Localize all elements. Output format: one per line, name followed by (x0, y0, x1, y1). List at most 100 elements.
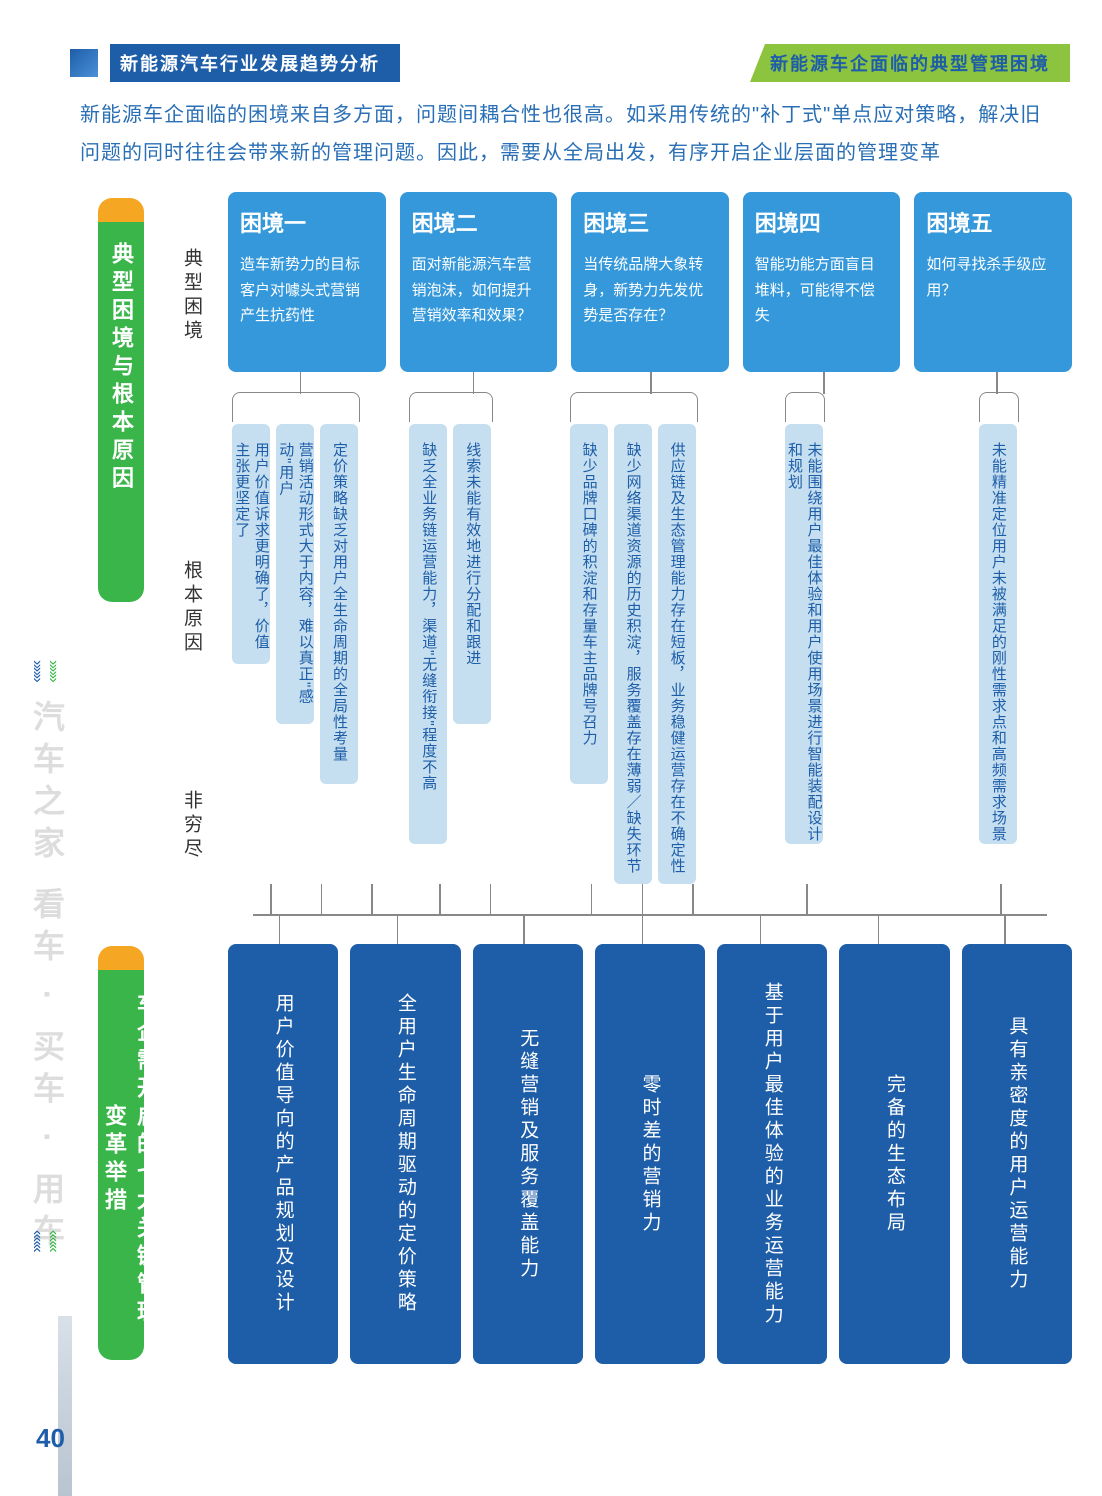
measure-box: 用户价值导向的产品规划及设计 (228, 944, 338, 1364)
connector-line (279, 914, 281, 944)
cause-text: 缺少网络渠道资源的历史积淀，服务覆盖存在薄弱／缺失环节 (623, 442, 643, 874)
sidebar-label-text: 典型困境与根本原因 (105, 242, 137, 494)
sidebar-label-measures: 车企需开启的七大关键管理变革举措 (98, 970, 144, 1360)
cause-text: 缺乏全业务链运营能力，渠道"无缝衔接"程度不高 (419, 442, 439, 791)
cause-group: 缺乏全业务链运营能力，渠道"无缝衔接"程度不高 线索未能有效地进行分配和跟进 (409, 424, 491, 884)
dilemma-desc: 面对新能源汽车营销泡沫，如何提升营销效率和效果？ (412, 252, 546, 329)
dilemma-title: 困境二 (412, 206, 546, 238)
connectors (228, 884, 1072, 944)
connector-line (1004, 914, 1006, 944)
connector-line (692, 884, 694, 914)
dilemma-box: 困境三当传统品牌大象转身，新势力先发优势是否存在？ (571, 192, 729, 372)
cause-box: 线索未能有效地进行分配和跟进 (453, 424, 491, 724)
measure-box: 无缝营销及服务覆盖能力 (473, 944, 583, 1364)
cause-box: 缺乏全业务链运营能力，渠道"无缝衔接"程度不高 (409, 424, 447, 844)
connector-line (806, 884, 808, 914)
cause-box: 未能围绕用户最佳体验和用户使用场景进行智能装配设计和规划 (785, 424, 823, 844)
connector-line (996, 372, 998, 394)
row-label-cause: 根本原因 (178, 560, 205, 656)
connector-line (650, 372, 652, 394)
chevron-icon: ««« (44, 1230, 62, 1251)
measure-text: 基于用户最佳体验的业务运营能力 (759, 982, 786, 1327)
connector-line (878, 914, 880, 944)
measure-text: 用户价值导向的产品规划及设计 (270, 993, 297, 1315)
measure-box: 完备的生态布局 (839, 944, 949, 1364)
connector-line (760, 914, 762, 944)
connector-line (1000, 884, 1002, 914)
intro-paragraph: 新能源车企面临的困境来自多方面，问题间耦合性也很高。如采用传统的"补丁式"单点应… (80, 96, 1062, 172)
dilemma-box: 困境四智能功能方面盲目堆料，可能得不偿失 (743, 192, 901, 372)
dilemma-desc: 当传统品牌大象转身，新势力先发优势是否存在？ (583, 252, 717, 329)
dilemma-box: 困境二面对新能源汽车营销泡沫，如何提升营销效率和效果？ (400, 192, 558, 372)
connector-line (591, 884, 593, 914)
cause-box: 营销活动形式大于内容，难以真正"感动"用户 (276, 424, 314, 724)
connector-line (642, 914, 644, 944)
header-cube-icon (70, 49, 98, 77)
cause-group: 未能围绕用户最佳体验和用户使用场景进行智能装配设计和规划 (785, 424, 823, 884)
sidebar-label-text: 车企需开启的七大关键管理变革举措 (98, 990, 162, 1330)
dilemma-desc: 智能功能方面盲目堆料，可能得不偿失 (755, 252, 889, 329)
dilemma-title: 困境三 (583, 206, 717, 238)
dilemma-title: 困境四 (755, 206, 889, 238)
connector-line (397, 914, 399, 944)
measure-box: 具有亲密度的用户运营能力 (962, 944, 1072, 1364)
cause-group: 未能精准定位用户未被满足的刚性需求点和高频需求场景 (979, 424, 1017, 884)
dilemma-title: 困境五 (926, 206, 1060, 238)
header-bar: 新能源汽车行业发展趋势分析 新能源车企面临的典型管理困境 (70, 46, 1070, 80)
row-label-dilemma: 典型困境 (178, 248, 205, 344)
connector-line (473, 372, 475, 394)
chevron-icon: »»» (44, 660, 62, 681)
cause-group: 缺少品牌口碑的积淀和存量车主品牌号召力 缺少网络渠道资源的历史积淀，服务覆盖存在薄… (570, 424, 696, 884)
cause-text: 未能精准定位用户未被满足的刚性需求点和高频需求场景 (988, 442, 1008, 842)
cause-text: 缺少品牌口碑的积淀和存量车主品牌号召力 (579, 442, 599, 746)
measure-box: 零时差的营销力 (595, 944, 705, 1364)
cause-text: 用户价值诉求更明确了，价值主张更坚定了 (232, 442, 271, 664)
cause-box: 供应链及生态管理能力存在短板，业务稳健运营存在不确定性 (658, 424, 696, 884)
dilemma-desc: 如何寻找杀手级应用？ (926, 252, 1060, 303)
watermark-text: 汽车之家 看车 · 买车 · 用车 (24, 700, 70, 1256)
bracket-icon (785, 392, 825, 422)
measure-box: 全用户生命周期驱动的定价策略 (350, 944, 460, 1364)
cause-box: 用户价值诉求更明确了，价值主张更坚定了 (232, 424, 270, 664)
measure-box: 基于用户最佳体验的业务运营能力 (717, 944, 827, 1364)
measure-text: 完备的生态布局 (881, 1074, 908, 1235)
bracket-icon (570, 392, 698, 422)
connector-line (490, 884, 492, 914)
connector-line (823, 372, 825, 394)
measure-text: 具有亲密度的用户运营能力 (1003, 1016, 1030, 1292)
cause-group: 用户价值诉求更明确了，价值主张更坚定了营销活动形式大于内容，难以真正"感动"用户… (232, 424, 358, 884)
cause-text: 定价策略缺乏对用户全生命周期的全局性考量 (329, 442, 349, 762)
sidebar-label-dilemmas: 典型困境与根本原因 (98, 222, 144, 602)
sidebar-cap-icon (98, 946, 144, 970)
dilemma-box: 困境五如何寻找杀手级应用？ (914, 192, 1072, 372)
side-accent (58, 1316, 72, 1496)
row-label-etc: 非穷尽 (178, 790, 205, 862)
header-left-title: 新能源汽车行业发展趋势分析 (110, 44, 400, 82)
cause-box: 定价策略缺乏对用户全生命周期的全局性考量 (320, 424, 358, 784)
cause-text: 营销活动形式大于内容，难以真正"感动"用户 (276, 442, 315, 724)
connector-line (523, 914, 525, 944)
cause-text: 未能围绕用户最佳体验和用户使用场景进行智能装配设计和规划 (785, 442, 824, 844)
measure-text: 无缝营销及服务覆盖能力 (514, 1028, 541, 1281)
bracket-icon (979, 392, 1019, 422)
connector-line (270, 884, 272, 914)
header-right-title: 新能源车企面临的典型管理困境 (750, 44, 1070, 82)
dilemma-desc: 造车新势力的目标客户对噱头式营销产生抗药性 (240, 252, 374, 329)
connector-line (321, 884, 323, 914)
cause-box: 缺少品牌口碑的积淀和存量车主品牌号召力 (570, 424, 608, 784)
connector-line (439, 884, 441, 914)
cause-text: 供应链及生态管理能力存在短板，业务稳健运营存在不确定性 (667, 442, 687, 874)
measure-text: 全用户生命周期驱动的定价策略 (392, 993, 419, 1315)
cause-box: 未能精准定位用户未被满足的刚性需求点和高频需求场景 (979, 424, 1017, 844)
dilemma-title: 困境一 (240, 206, 374, 238)
cause-box: 缺少网络渠道资源的历史积淀，服务覆盖存在薄弱／缺失环节 (614, 424, 652, 884)
bracket-icon (232, 392, 360, 422)
dilemma-box: 困境一造车新势力的目标客户对噱头式营销产生抗药性 (228, 192, 386, 372)
page-number: 40 (36, 1423, 65, 1454)
connector-line (642, 884, 644, 914)
measure-text: 零时差的营销力 (636, 1074, 663, 1235)
cause-text: 线索未能有效地进行分配和跟进 (463, 442, 483, 666)
connector-line (253, 914, 1046, 916)
dilemma-row: 困境一造车新势力的目标客户对噱头式营销产生抗药性困境二面对新能源汽车营销泡沫，如… (228, 192, 1072, 372)
connector-line (300, 372, 302, 394)
